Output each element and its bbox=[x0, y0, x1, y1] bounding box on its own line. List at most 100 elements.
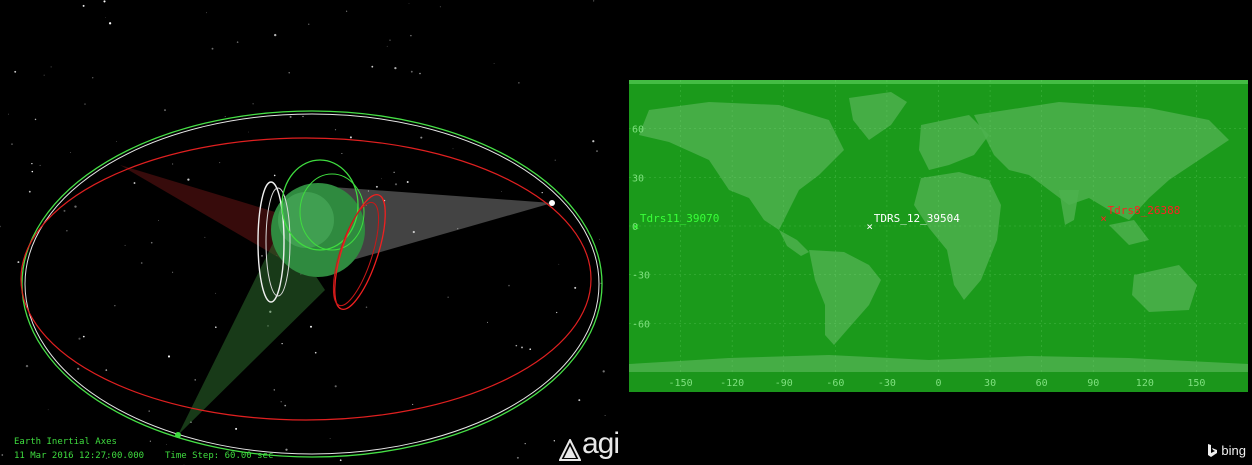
star bbox=[541, 191, 543, 194]
star bbox=[211, 47, 214, 50]
star bbox=[592, 140, 595, 143]
latitude-tick-label: 60 bbox=[632, 125, 644, 136]
star bbox=[596, 150, 598, 152]
star bbox=[235, 427, 238, 430]
star bbox=[412, 230, 415, 234]
star bbox=[105, 17, 106, 18]
star bbox=[334, 385, 337, 388]
satellite-label: TDRS_12_39504 bbox=[874, 212, 960, 225]
star bbox=[515, 344, 518, 347]
star-field bbox=[0, 0, 606, 465]
star bbox=[150, 241, 153, 244]
star bbox=[281, 343, 283, 345]
satellite-marker[interactable]: ×Tdrs8_26388 bbox=[1100, 204, 1180, 225]
star bbox=[7, 113, 9, 115]
satellite-layer: ×Tdrs11_39070×TDRS_12_39504 ×Tdrs8_26388 bbox=[633, 204, 1181, 233]
white-satellite-marker[interactable] bbox=[549, 200, 555, 206]
star bbox=[386, 45, 388, 47]
satellite-label: Tdrs11_39070 bbox=[640, 212, 719, 225]
star bbox=[284, 404, 287, 407]
star bbox=[408, 3, 410, 4]
longitude-tick-label: 60 bbox=[1036, 378, 1048, 389]
star bbox=[420, 136, 423, 139]
star bbox=[219, 162, 221, 164]
star bbox=[410, 34, 412, 37]
star bbox=[553, 440, 555, 442]
star bbox=[74, 205, 77, 208]
star bbox=[574, 286, 577, 289]
axes-label: Earth Inertial Axes bbox=[14, 437, 117, 447]
longitude-tick-label: 0 bbox=[935, 378, 941, 389]
star bbox=[224, 115, 226, 118]
satellite-marker[interactable]: ×TDRS_12_39504 bbox=[866, 212, 960, 233]
star bbox=[302, 115, 304, 118]
latitude-tick-label: 30 bbox=[632, 173, 644, 184]
star bbox=[410, 70, 413, 73]
star bbox=[124, 244, 126, 246]
star bbox=[77, 367, 80, 370]
2d-map-view[interactable]: 60 30 0 -30 -60 -150 -120 -90 -60 -30 0 30 60 90 120 1… bbox=[625, 0, 1252, 465]
star bbox=[0, 225, 1, 228]
green-sensor-cone bbox=[178, 225, 325, 435]
latitude-tick-label: -60 bbox=[632, 319, 650, 330]
star bbox=[116, 141, 117, 142]
3d-globe-view[interactable]: Earth Inertial Axes 11 Mar 2016 12:27:00… bbox=[0, 0, 625, 465]
star bbox=[39, 164, 41, 166]
star bbox=[365, 204, 367, 206]
red-ring-2 bbox=[332, 201, 380, 307]
star bbox=[308, 23, 310, 25]
satellite-marker[interactable]: ×Tdrs11_39070 bbox=[633, 212, 720, 233]
star bbox=[148, 410, 150, 412]
longitude-labels: -150 -120 -90 -60 -30 0 30 60 90 120 150 bbox=[669, 378, 1206, 389]
star bbox=[172, 163, 174, 165]
star bbox=[516, 456, 519, 459]
3d-scene[interactable] bbox=[0, 0, 625, 465]
white-sensor-cone bbox=[300, 185, 552, 275]
star bbox=[365, 306, 368, 309]
star bbox=[452, 148, 454, 150]
star bbox=[487, 321, 488, 323]
star bbox=[248, 131, 249, 133]
star bbox=[105, 369, 108, 371]
satellite-x-icon: × bbox=[633, 220, 640, 233]
star bbox=[419, 72, 421, 75]
white-ring-1 bbox=[257, 181, 285, 303]
star bbox=[17, 261, 20, 264]
longitude-tick-label: 150 bbox=[1187, 378, 1205, 389]
star bbox=[166, 444, 168, 446]
star bbox=[236, 41, 239, 43]
satellite-label: Tdrs8_26388 bbox=[1108, 204, 1181, 217]
star bbox=[309, 325, 313, 328]
star bbox=[394, 183, 398, 186]
world-map[interactable]: 60 30 0 -30 -60 -150 -120 -90 -60 -30 0 30 60 90 120 1… bbox=[629, 80, 1248, 392]
red-ring-1 bbox=[334, 194, 386, 310]
star bbox=[314, 351, 317, 354]
star bbox=[82, 4, 85, 7]
star bbox=[375, 185, 378, 188]
satellite-x-icon: × bbox=[1100, 212, 1107, 225]
star bbox=[439, 6, 441, 8]
star bbox=[508, 284, 510, 287]
star bbox=[183, 463, 185, 465]
star bbox=[329, 438, 331, 439]
star bbox=[25, 364, 29, 368]
star bbox=[406, 181, 409, 183]
star bbox=[349, 136, 352, 139]
star bbox=[367, 190, 369, 192]
star bbox=[604, 414, 606, 417]
star bbox=[34, 118, 37, 121]
time-step-label: Time Step: 60.00 sec bbox=[165, 451, 274, 461]
star bbox=[215, 326, 217, 329]
green-orbit bbox=[21, 110, 603, 458]
red-orbit bbox=[20, 137, 592, 421]
agi-logo-text: agi bbox=[581, 427, 620, 460]
star bbox=[371, 65, 374, 68]
star bbox=[341, 153, 343, 155]
green-satellite-marker[interactable] bbox=[175, 432, 181, 438]
scenario-datetime: 11 Mar 2016 12:27:00.000 bbox=[14, 451, 145, 461]
star bbox=[47, 409, 49, 411]
star bbox=[412, 403, 414, 405]
star bbox=[11, 143, 13, 145]
latitude-labels: 60 30 0 -30 -60 bbox=[632, 125, 650, 331]
bing-logo-text: bing bbox=[1221, 443, 1246, 458]
